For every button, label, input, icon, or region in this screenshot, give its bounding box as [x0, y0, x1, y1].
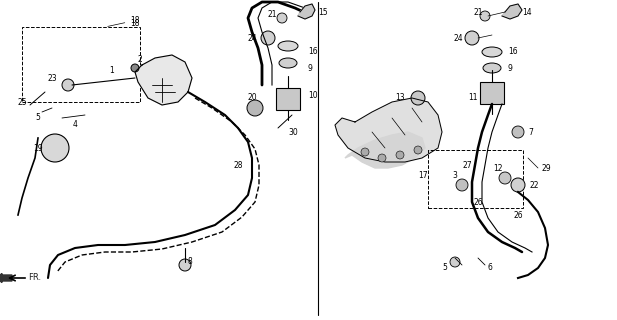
Ellipse shape [483, 63, 501, 73]
Text: 9: 9 [308, 63, 313, 73]
Circle shape [261, 31, 275, 45]
Text: 3: 3 [452, 171, 457, 180]
Polygon shape [502, 4, 522, 19]
Polygon shape [135, 55, 192, 105]
Text: 17: 17 [418, 171, 428, 180]
Text: 9: 9 [508, 63, 513, 73]
Circle shape [41, 134, 69, 162]
Ellipse shape [279, 58, 297, 68]
Text: 29: 29 [542, 164, 552, 172]
Circle shape [411, 91, 425, 105]
Text: 22: 22 [530, 180, 539, 189]
Ellipse shape [482, 47, 502, 57]
Text: 30: 30 [288, 127, 298, 137]
Text: 24: 24 [453, 34, 463, 43]
Text: 19: 19 [33, 143, 43, 153]
Ellipse shape [278, 41, 298, 51]
Text: 16: 16 [308, 47, 318, 57]
Bar [276, 88, 300, 110]
Text: 5: 5 [36, 113, 41, 122]
Circle shape [247, 100, 263, 116]
Text: 13: 13 [395, 93, 405, 102]
Text: 26: 26 [513, 211, 523, 220]
Circle shape [499, 172, 511, 184]
Circle shape [450, 257, 460, 267]
Text: 20: 20 [247, 93, 257, 102]
Circle shape [361, 148, 369, 156]
Circle shape [62, 79, 74, 91]
Text: 25: 25 [17, 98, 27, 107]
Text: FR.: FR. [28, 274, 41, 283]
Text: 16: 16 [508, 47, 518, 57]
Bar [22, 27, 140, 102]
Text: 6: 6 [488, 263, 493, 273]
Text: 7: 7 [528, 127, 533, 137]
Polygon shape [298, 4, 315, 19]
Circle shape [378, 154, 386, 162]
Circle shape [511, 178, 525, 192]
Text: 5: 5 [442, 263, 447, 273]
Text: 21: 21 [473, 7, 482, 17]
Text: 27: 27 [462, 161, 472, 170]
Text: 21: 21 [267, 10, 277, 19]
Text: 18: 18 [130, 19, 139, 28]
Text: 18: 18 [108, 16, 139, 27]
Polygon shape [335, 98, 442, 162]
Text: 10: 10 [308, 91, 318, 100]
Text: 12: 12 [493, 164, 503, 172]
Text: 24: 24 [247, 34, 257, 43]
Text: 26: 26 [473, 197, 483, 206]
Circle shape [512, 126, 524, 138]
Text: 4: 4 [73, 119, 78, 129]
Circle shape [131, 64, 139, 72]
FancyArrow shape [0, 274, 12, 283]
Circle shape [414, 146, 422, 154]
Text: 11: 11 [468, 93, 478, 102]
Text: 28: 28 [233, 161, 242, 170]
Text: 8: 8 [188, 258, 193, 267]
Bar [480, 82, 504, 104]
Circle shape [480, 11, 490, 21]
Circle shape [465, 31, 479, 45]
Text: 14: 14 [522, 7, 532, 17]
Text: 23: 23 [47, 74, 57, 83]
Circle shape [456, 179, 468, 191]
Text: 15: 15 [318, 7, 328, 17]
Bar [428, 150, 523, 208]
Circle shape [277, 13, 287, 23]
Circle shape [396, 151, 404, 159]
Polygon shape [345, 132, 425, 168]
Circle shape [179, 259, 191, 271]
Text: 1: 1 [110, 66, 114, 75]
Text: 2: 2 [138, 55, 143, 65]
